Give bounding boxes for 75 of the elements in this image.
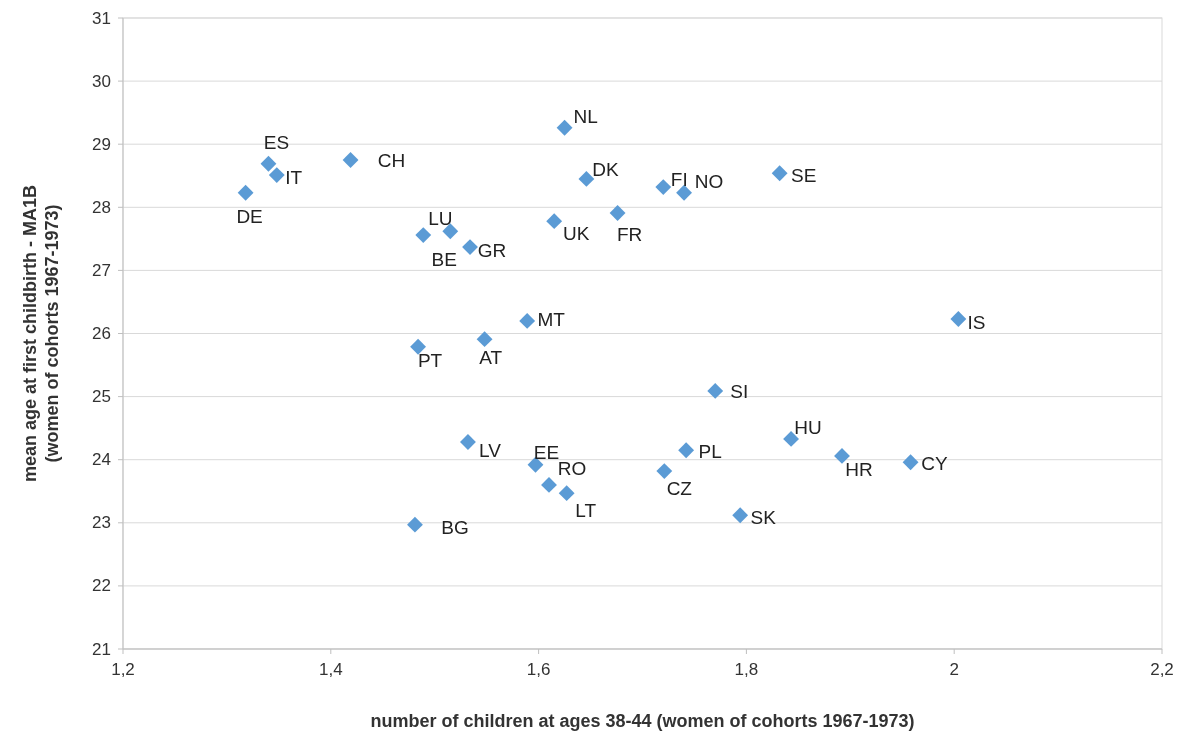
point <box>732 507 749 524</box>
point <box>546 213 563 230</box>
data-label: CZ <box>666 477 693 499</box>
data-label: SE <box>790 164 817 186</box>
x-tick-label: 1,6 <box>526 660 551 679</box>
y-tick-label: 25 <box>92 387 111 407</box>
point <box>407 516 423 533</box>
y-axis-title: mean age at first childbirth - MA1B (women of cohorts 1967-1973) <box>20 184 62 483</box>
y-tick-label: 23 <box>92 513 111 533</box>
point <box>260 155 277 172</box>
data-label: RO <box>557 458 587 480</box>
x-tick-label: 1,8 <box>734 660 759 679</box>
data-label: ES <box>263 132 290 154</box>
point <box>609 205 626 221</box>
point <box>655 179 672 196</box>
y-tick-label: 24 <box>92 450 111 470</box>
y-tick-label: 30 <box>92 71 111 91</box>
y-tick-label: 26 <box>92 324 111 343</box>
point <box>771 165 788 182</box>
data-label: CY <box>921 452 949 474</box>
data-label: PL <box>698 440 722 462</box>
data-label: NO <box>694 171 724 193</box>
x-tick-label: 1,2 <box>111 660 135 679</box>
x-tick-label: 2 <box>949 660 959 679</box>
point <box>834 447 850 464</box>
y-tick-label: 27 <box>92 260 111 280</box>
point <box>558 485 575 502</box>
point <box>268 167 285 184</box>
point <box>410 338 426 355</box>
point <box>556 119 573 136</box>
y-tick-label: 31 <box>92 8 111 28</box>
point <box>902 454 919 471</box>
data-label: DK <box>592 159 619 181</box>
data-label: FI <box>670 168 688 190</box>
point <box>442 223 459 240</box>
y-tick-label: 22 <box>92 576 111 596</box>
point <box>415 227 432 243</box>
data-label: GR <box>477 239 507 261</box>
x-axis-title: number of children at ages 38-44 (women of cohorts 1967-1973) <box>370 711 915 731</box>
data-label: IS <box>967 312 986 334</box>
data-label: LV <box>479 439 502 461</box>
data-label: HR <box>845 459 873 481</box>
data-label: LT <box>575 499 597 521</box>
point <box>476 331 493 348</box>
point <box>707 383 724 399</box>
y-tick-label: 21 <box>92 639 111 659</box>
data-label: DE <box>236 206 263 228</box>
data-label: PT <box>417 350 443 372</box>
y-tick-label: 28 <box>92 197 111 217</box>
data-label: AT <box>479 346 503 368</box>
data-label: SK <box>750 506 777 528</box>
data-label: IT <box>285 166 303 188</box>
point <box>460 434 476 450</box>
point <box>676 184 692 201</box>
point <box>656 463 673 479</box>
y-tick-label: 29 <box>92 134 111 154</box>
data-label: UK <box>562 222 590 244</box>
data-label: BE <box>431 248 457 270</box>
x-tick-label: 2,2 <box>1150 660 1174 679</box>
data-label: CH <box>377 150 406 172</box>
data-label: HU <box>794 417 822 439</box>
data-label: EE <box>533 442 560 464</box>
data-label: FR <box>616 224 643 246</box>
data-label: SI <box>730 381 749 403</box>
point <box>950 311 967 327</box>
data-label: MT <box>537 309 566 331</box>
point <box>342 152 359 168</box>
point <box>578 170 595 187</box>
point <box>237 184 254 201</box>
point <box>519 312 536 329</box>
point <box>678 442 695 459</box>
x-tick-label: 1,4 <box>318 660 343 679</box>
data-label: NL <box>573 106 598 128</box>
data-label: LU <box>428 207 453 229</box>
data-label: BG <box>441 517 469 539</box>
